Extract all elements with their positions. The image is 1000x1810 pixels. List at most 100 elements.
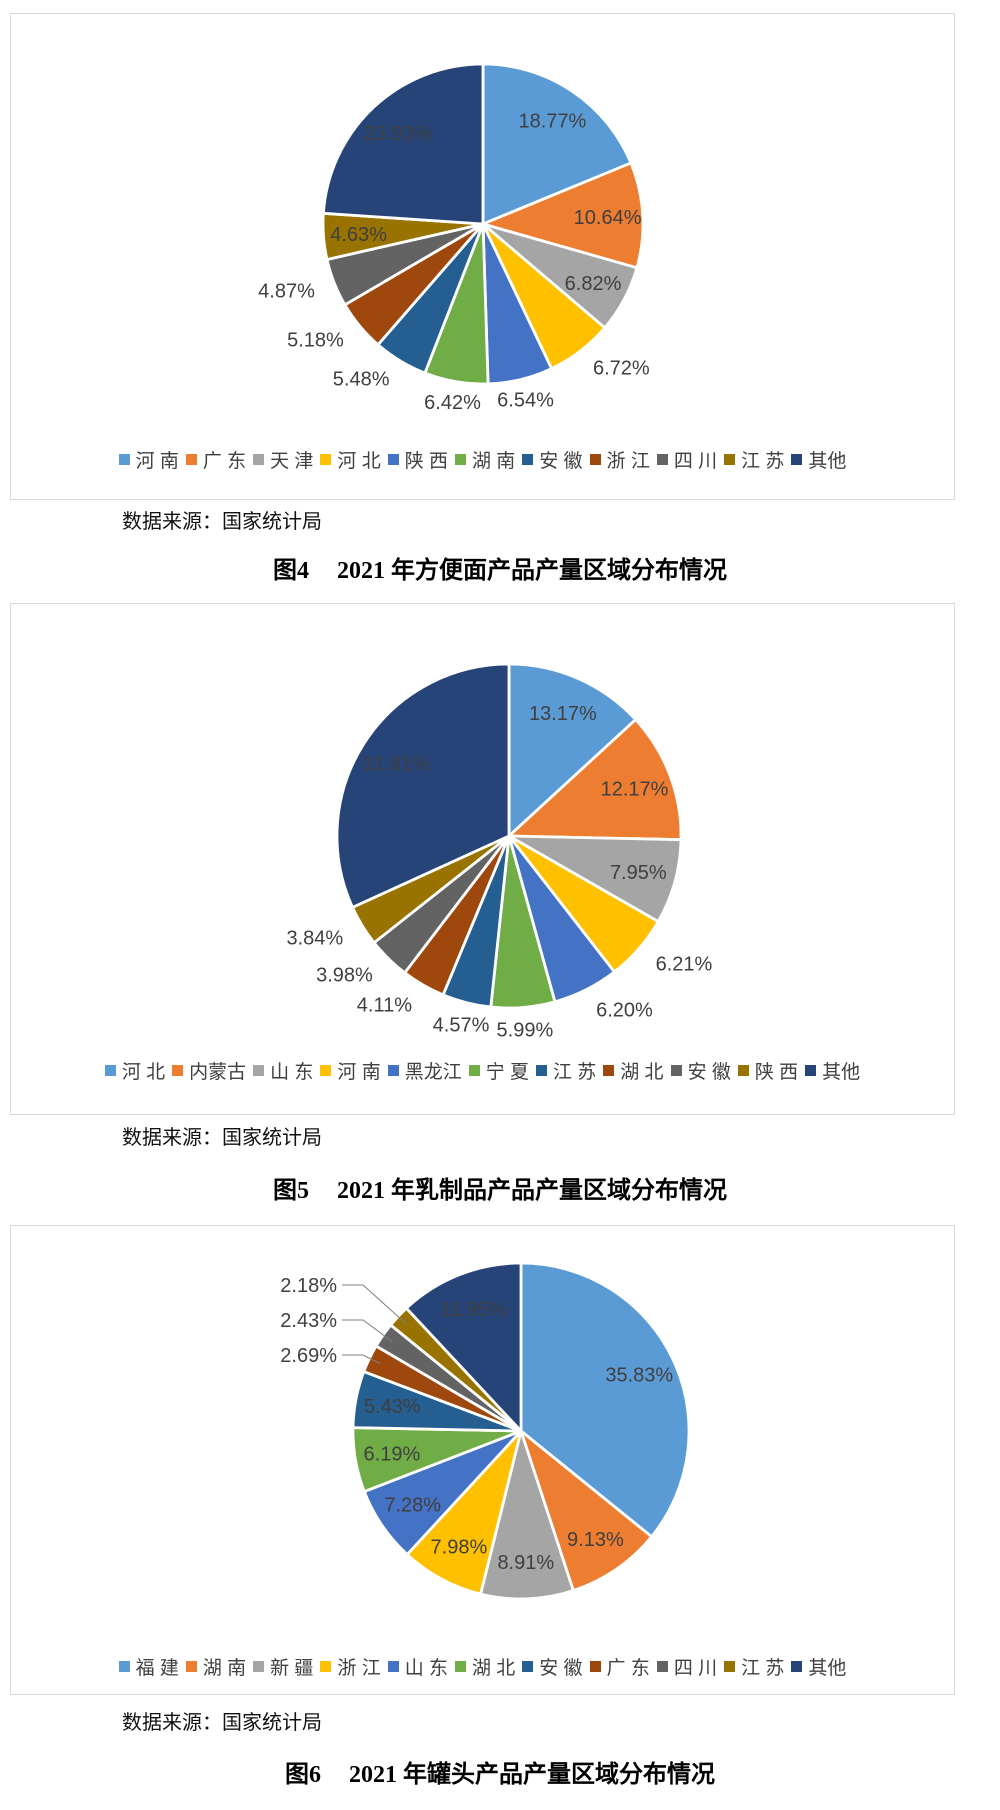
slice-label-江苏: 4.57% xyxy=(433,1014,490,1036)
slice-label-四川: 4.87% xyxy=(258,281,315,303)
slice-label-湖南: 9.13% xyxy=(567,1529,624,1551)
slice-label-广东: 2.69% xyxy=(280,1345,337,1367)
legend-swatch-江苏 xyxy=(724,1661,736,1672)
chart-legend-fig4: 河 南 广 东 天 津 河 北 陕 西 湖 南 安 徽 浙 江 四 川 江 苏 其他 xyxy=(15,446,950,473)
label-leader-line xyxy=(342,1354,381,1365)
figure-title-text-fig5: 2021 年乳制品产品产量区域分布情况 xyxy=(337,1178,727,1204)
figure-number-fig4: 图4 xyxy=(273,558,309,584)
slice-label-宁夏: 5.99% xyxy=(497,1020,554,1042)
legend-item-安徽: 安 徽 xyxy=(522,446,583,473)
legend-label-福建: 福 建 xyxy=(135,1658,179,1679)
legend-label-广东: 广 东 xyxy=(606,1658,650,1679)
slice-label-福建: 35.83% xyxy=(605,1365,673,1387)
legend-label-湖南: 湖 南 xyxy=(471,451,516,472)
legend-item-广东: 广 东 xyxy=(589,1653,650,1680)
slice-label-四川: 2.43% xyxy=(280,1310,337,1332)
legend-item-福建: 福 建 xyxy=(118,1653,179,1680)
slice-label-河南: 18.77% xyxy=(518,110,586,132)
legend-label-河南: 河 南 xyxy=(337,1062,381,1083)
legend-label-其他: 其他 xyxy=(808,451,847,472)
chart-legend-fig5: 河 北 内蒙古 山 东 河 南 黑龙江 宁 夏 江 苏 湖 北 安 徽 陕 西 其他 xyxy=(15,1057,950,1084)
legend-label-安徽: 安 徽 xyxy=(539,1658,583,1679)
legend-item-湖北: 湖 北 xyxy=(603,1057,664,1084)
chart-legend-fig6: 福 建 湖 南 新 疆 浙 江 山 东 湖 北 安 徽 广 东 四 川 江 苏 其他 xyxy=(15,1653,950,1680)
legend-item-浙江: 浙 江 xyxy=(320,1653,381,1680)
legend-label-湖南: 湖 南 xyxy=(202,1658,247,1679)
legend-item-河北: 河 北 xyxy=(320,446,381,473)
pie-slice-福建 xyxy=(519,1261,691,1539)
legend-swatch-其他 xyxy=(791,454,803,465)
legend-swatch-浙江 xyxy=(589,454,601,465)
legend-item-安徽: 安 徽 xyxy=(670,1057,731,1084)
legend-item-内蒙古: 内蒙古 xyxy=(172,1057,246,1084)
legend-item-河南: 河 南 xyxy=(118,446,179,473)
legend-item-河北: 河 北 xyxy=(104,1057,165,1084)
legend-label-江苏: 江 苏 xyxy=(741,451,785,472)
legend-swatch-宁夏 xyxy=(468,1065,480,1076)
slice-label-安徽: 5.48% xyxy=(333,369,390,391)
legend-label-天津: 天 津 xyxy=(270,451,314,472)
legend-swatch-福建 xyxy=(118,1661,130,1672)
legend-label-其他: 其他 xyxy=(808,1658,847,1679)
pie-slice-河南 xyxy=(481,62,633,226)
legend-swatch-黑龙江 xyxy=(387,1065,399,1076)
legend-swatch-河北 xyxy=(320,454,332,465)
legend-item-浙江: 浙 江 xyxy=(589,446,650,473)
legend-swatch-陕西 xyxy=(387,454,399,465)
legend-swatch-安徽 xyxy=(522,1661,534,1672)
legend-item-湖南: 湖 南 xyxy=(185,1653,247,1680)
chart-box-fig4: 18.77% 10.64% 6.82% 6.72% 6.54% 6.42% 5.48% 5.1… xyxy=(10,13,955,500)
slice-label-湖北: 4.11% xyxy=(357,994,412,1016)
figure-title-text-fig6: 2021 年罐头产品产量区域分布情况 xyxy=(349,1762,715,1788)
legend-item-陕西: 陕 西 xyxy=(387,446,448,473)
legend-label-山东: 山 东 xyxy=(404,1658,448,1679)
slice-label-陕西: 3.84% xyxy=(286,927,343,949)
legend-item-湖北: 湖 北 xyxy=(454,1653,516,1680)
legend-item-其他: 其他 xyxy=(805,1057,860,1084)
legend-label-新疆: 新 疆 xyxy=(270,1658,314,1679)
figure-title-fig6: 图6 2021 年罐头产品产量区域分布情况 xyxy=(0,1754,1000,1789)
legend-label-四川: 四 川 xyxy=(673,451,718,472)
legend-swatch-湖南 xyxy=(185,1661,197,1672)
legend-item-河南: 河 南 xyxy=(320,1057,381,1084)
slice-label-湖南: 6.42% xyxy=(424,392,481,414)
legend-label-山东: 山 东 xyxy=(270,1062,314,1083)
figure-title-text-fig4: 2021 年方便面产品产量区域分布情况 xyxy=(337,558,727,584)
legend-label-黑龙江: 黑龙江 xyxy=(404,1062,462,1083)
legend-swatch-其他 xyxy=(805,1065,817,1076)
legend-swatch-安徽 xyxy=(522,454,534,465)
legend-item-安徽: 安 徽 xyxy=(522,1653,583,1680)
legend-label-湖北: 湖 北 xyxy=(620,1062,664,1083)
slice-label-安徽: 3.98% xyxy=(316,965,373,987)
slice-label-山东: 7.28% xyxy=(384,1495,441,1517)
slice-label-浙江: 5.18% xyxy=(287,329,344,351)
legend-item-天津: 天 津 xyxy=(253,446,313,473)
legend-item-其他: 其他 xyxy=(791,446,846,473)
legend-label-广东: 广 东 xyxy=(202,451,247,472)
legend-label-湖北: 湖 北 xyxy=(471,1658,516,1679)
slice-label-河北: 6.72% xyxy=(593,358,650,380)
pie-slice-内蒙古 xyxy=(507,718,683,842)
figure-number-fig5: 图5 xyxy=(273,1178,309,1204)
legend-item-江苏: 江 苏 xyxy=(536,1057,596,1084)
legend-item-广东: 广 东 xyxy=(185,446,247,473)
slice-label-河北: 13.17% xyxy=(529,703,597,725)
pie-slice-其他 xyxy=(335,662,511,909)
legend-swatch-其他 xyxy=(791,1661,803,1672)
legend-swatch-浙江 xyxy=(320,1661,332,1672)
legend-swatch-山东 xyxy=(253,1065,265,1076)
legend-label-河北: 河 北 xyxy=(337,451,381,472)
slice-label-其他: 31.81% xyxy=(362,753,430,775)
figure-title-fig5: 图5 2021 年乳制品产品产量区域分布情况 xyxy=(0,1170,1000,1205)
legend-item-江苏: 江 苏 xyxy=(724,446,784,473)
legend-label-内蒙古: 内蒙古 xyxy=(189,1062,247,1083)
legend-item-宁夏: 宁 夏 xyxy=(468,1057,529,1084)
legend-label-四川: 四 川 xyxy=(673,1658,718,1679)
legend-swatch-山东 xyxy=(387,1661,399,1672)
legend-swatch-安徽 xyxy=(670,1065,682,1076)
legend-swatch-广东 xyxy=(589,1661,601,1672)
legend-item-四川: 四 川 xyxy=(656,446,718,473)
legend-label-陕西: 陕 西 xyxy=(754,1062,799,1083)
figure-title-fig4: 图4 2021 年方便面产品产量区域分布情况 xyxy=(0,550,1000,585)
